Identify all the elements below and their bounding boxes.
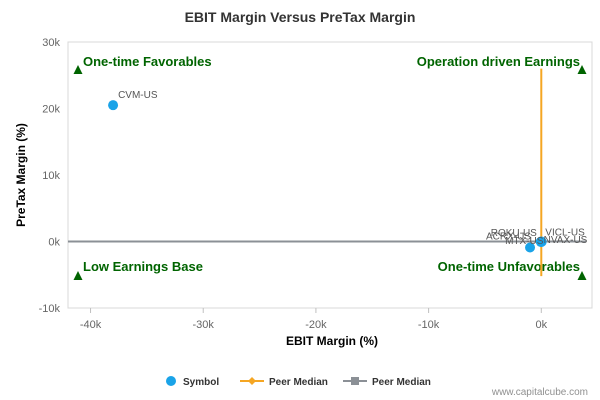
data-point[interactable] xyxy=(525,242,536,253)
x-axis-title: EBIT Margin (%) xyxy=(286,334,378,348)
y-tick-label: -10k xyxy=(39,303,61,315)
chart-title: EBIT Margin Versus PreTax Margin xyxy=(185,9,416,25)
y-axis-ticks: -10k 0k 10k 20k 30k xyxy=(39,37,61,315)
y-axis-title: PreTax Margin (%) xyxy=(14,123,28,227)
data-point-label: NVAX-US xyxy=(544,235,588,246)
data-point[interactable] xyxy=(108,100,119,111)
triangle-marker-bottom-right xyxy=(577,271,587,280)
y-tick-label: 20k xyxy=(42,104,60,116)
data-point-label: ROKU-US xyxy=(491,228,537,239)
x-tick-label: 0k xyxy=(535,319,547,331)
plot-border xyxy=(67,41,593,309)
quadrant-label-bottom-right: One-time Unfavorables xyxy=(438,259,580,274)
data-point-label: MTX-US xyxy=(505,236,544,247)
y-tick-label: 0k xyxy=(48,237,60,249)
data-points xyxy=(108,100,547,253)
quadrant-label-bottom-left: Low Earnings Base xyxy=(83,259,203,274)
x-axis-ticks: -40k -30k -20k -10k 0k xyxy=(80,308,548,331)
legend-label: Symbol xyxy=(183,377,219,388)
quadrant-labels: One-time Favorables Operation driven Ear… xyxy=(73,54,587,280)
credit-text: www.capitalcube.com xyxy=(491,387,588,398)
triangle-marker-top-left xyxy=(73,65,83,74)
quadrant-label-top-right: Operation driven Earnings xyxy=(417,54,580,69)
data-point-label: VICL-US xyxy=(545,228,585,239)
x-tick-label: -10k xyxy=(418,319,440,331)
data-point[interactable] xyxy=(536,237,547,248)
triangle-marker-top-right xyxy=(577,65,587,74)
x-tick-label: -30k xyxy=(193,319,215,331)
data-point-label: CVM-US xyxy=(118,90,158,101)
legend-item[interactable]: Peer Median xyxy=(343,377,431,388)
x-tick-label: -20k xyxy=(305,319,327,331)
x-tick-label: -40k xyxy=(80,319,102,331)
plot-area: One-time Favorables Operation driven Ear… xyxy=(67,41,593,309)
legend-circle-icon xyxy=(166,376,176,386)
legend-item[interactable]: Peer Median xyxy=(240,377,328,388)
triangle-marker-bottom-left xyxy=(73,271,83,280)
quadrant-label-top-left: One-time Favorables xyxy=(83,54,212,69)
y-tick-label: 30k xyxy=(42,37,60,49)
legend-item[interactable]: Symbol xyxy=(166,376,219,388)
legend-label: Peer Median xyxy=(372,377,431,388)
y-tick-label: 10k xyxy=(42,170,60,182)
data-point-label: ACRX-US xyxy=(486,231,531,242)
legend-diamond-icon xyxy=(248,377,256,385)
legend-square-icon xyxy=(351,377,359,385)
legend: Symbol Peer Median Peer Median xyxy=(166,376,431,388)
legend-label: Peer Median xyxy=(269,377,328,388)
